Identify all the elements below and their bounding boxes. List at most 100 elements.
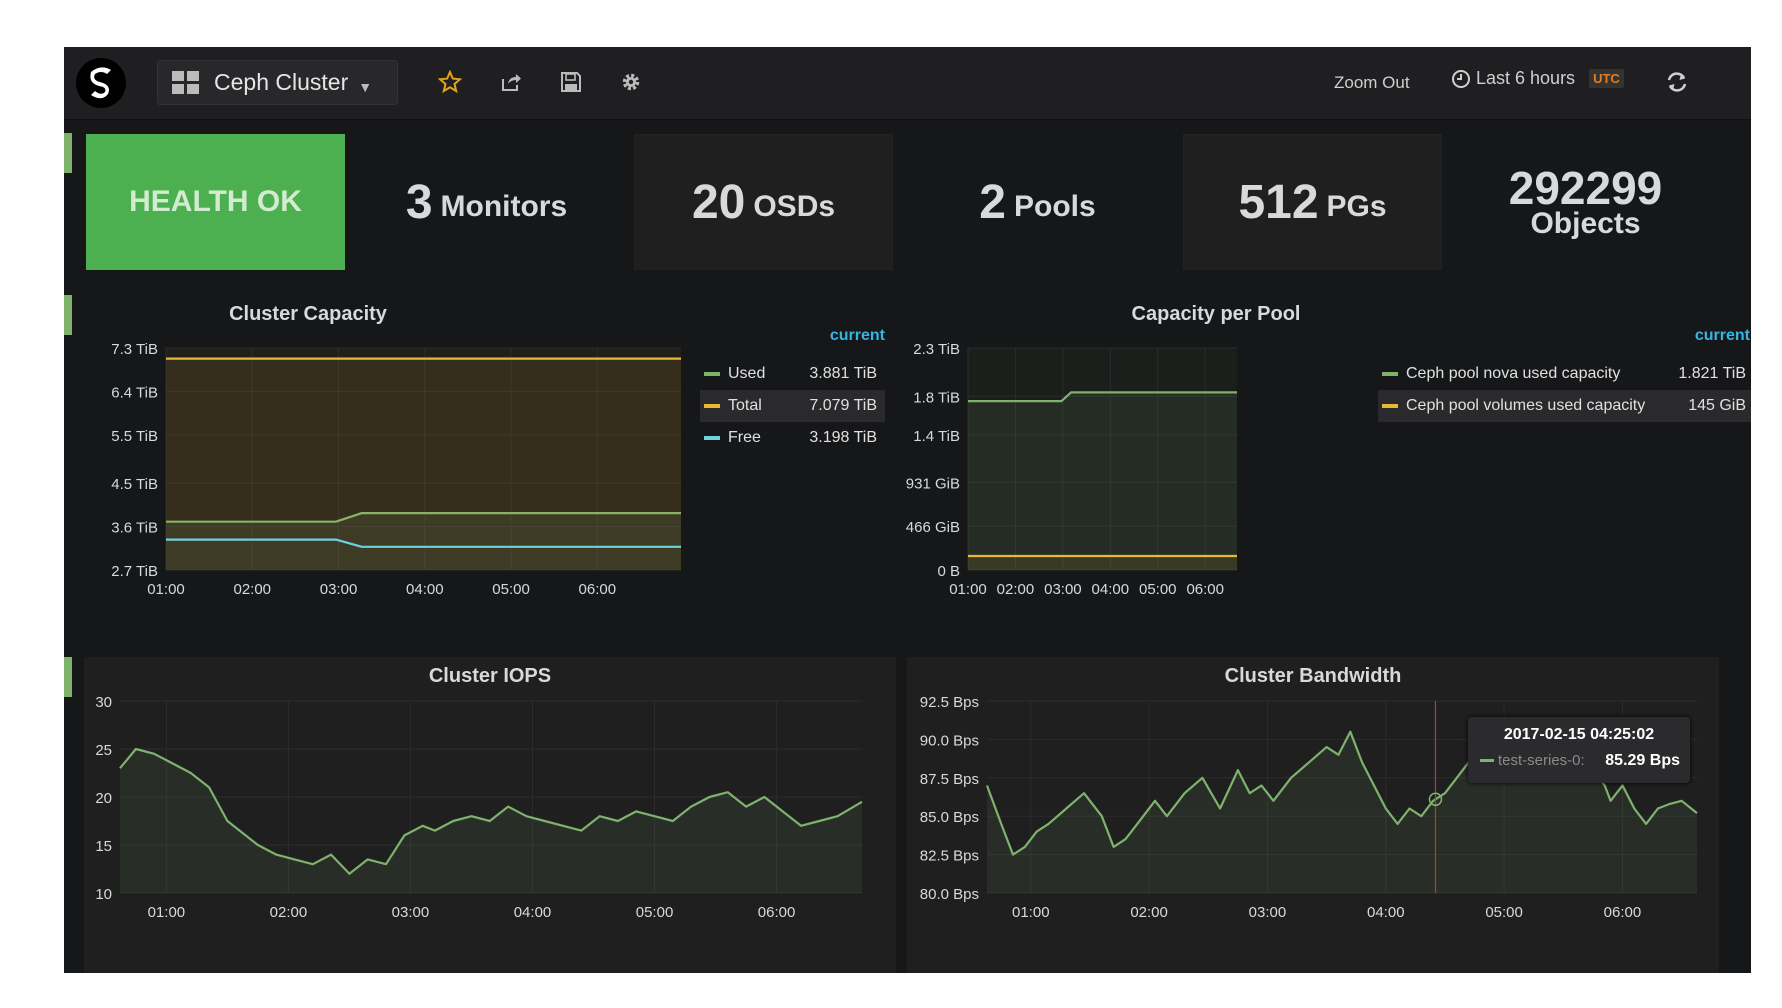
cluster-iops-chart[interactable]: 30 25 20 15 10 01:00 02:00 03:00 04:00 05:00 06:00: [84, 657, 896, 973]
plot-area: [968, 348, 1237, 570]
time-range-picker[interactable]: Last 6 hours UTC: [1451, 68, 1624, 89]
x-axis-tick-label: 02:00: [233, 581, 271, 598]
y-axis-tick-label: 82.5 Bps: [920, 848, 979, 865]
cluster-bandwidth-panel[interactable]: Cluster Bandwidth 92.5 Bps 90.0 Bps 87.5 B…: [907, 657, 1719, 973]
row-collapse-handle[interactable]: [64, 133, 72, 173]
x-axis-tick-label: 03:00: [1249, 904, 1287, 921]
graph-tooltip: 2017-02-15 04:25:02 test-series-0: 85.29…: [1468, 717, 1690, 783]
y-axis-tick-label: 85.0 Bps: [920, 809, 979, 826]
top-navbar: Ceph Cluster ▼ Zoom Out Last 6 hours UTC: [64, 47, 1751, 120]
cluster-bandwidth-chart[interactable]: 92.5 Bps 90.0 Bps 87.5 Bps 85.0 Bps 82.5 Bps…: [907, 657, 1719, 973]
legend-label: Used: [728, 365, 766, 382]
x-axis-tick-label: 01:00: [148, 904, 186, 921]
y-axis-tick-label: 15: [95, 838, 112, 855]
x-axis-tick-label: 05:00: [1485, 904, 1523, 921]
series-line: [166, 538, 681, 548]
pgs-stat-panel[interactable]: 512 PGs: [1183, 134, 1442, 270]
legend-color-swatch: [704, 404, 720, 408]
legend-color-swatch: [1382, 404, 1398, 408]
osds-count: 20: [691, 175, 746, 229]
legend-value: 3.198 TiB: [809, 429, 877, 446]
y-axis-tick-label: 30: [95, 694, 112, 711]
row-collapse-handle[interactable]: [64, 295, 72, 335]
x-axis-tick-label: 05:00: [636, 904, 674, 921]
y-axis-tick-label: 25: [95, 742, 112, 759]
y-axis-tick-label: 931 GiB: [906, 475, 960, 492]
series-area-fill: [968, 392, 1237, 570]
panel-title: Cluster IOPS: [428, 665, 552, 687]
capacity-per-pool-panel[interactable]: Capacity per Pool 2.3 TiB 1.8 TiB 1.4 TiB 9…: [904, 295, 1751, 673]
series-line: [968, 391, 1237, 403]
y-axis-tick-label: 6.4 TiB: [111, 384, 158, 401]
series-area-fill: [166, 513, 681, 570]
legend-item-nova[interactable]: Ceph pool nova used capacity 1.821 TiB: [1378, 358, 1751, 390]
legend-value: 1.821 TiB: [1678, 365, 1746, 382]
cluster-capacity-chart[interactable]: 7.3 TiB 6.4 TiB 5.5 TiB 4.5 TiB 3.6 TiB 2.7 T…: [86, 295, 706, 673]
legend-current-header: current: [829, 327, 885, 344]
x-axis-tick-label: 03:00: [320, 581, 358, 598]
osds-label: OSDs: [753, 190, 836, 223]
health-status-panel[interactable]: HEALTH OK: [86, 134, 345, 270]
y-axis-tick-label: 90.0 Bps: [920, 732, 979, 749]
legend-item-free[interactable]: Free 3.198 TiB: [700, 422, 885, 454]
cluster-capacity-panel[interactable]: Cluster Capacity 7.3 TiB 6.4 TiB 5.5 TiB 4.…: [86, 295, 926, 673]
y-axis-tick-label: 92.5 Bps: [920, 694, 979, 711]
cluster-iops-panel[interactable]: Cluster IOPS 30 25 20 15 10 01:00 02:00 03:00 04…: [84, 657, 896, 973]
pools-stat-panel[interactable]: 2 Pools: [908, 134, 1167, 270]
tooltip-value: 85.29 Bps: [1605, 752, 1680, 769]
share-icon[interactable]: [498, 69, 524, 95]
gear-icon[interactable]: [618, 69, 644, 95]
x-axis-tick-label: 01:00: [949, 581, 987, 598]
pools-count: 2: [979, 175, 1006, 229]
save-icon[interactable]: [558, 69, 584, 95]
health-status-value: HEALTH OK: [129, 185, 302, 218]
legend-label: Free: [728, 429, 761, 446]
tooltip-color-swatch: [1480, 759, 1494, 762]
legend-label: Ceph pool volumes used capacity: [1406, 397, 1646, 414]
osds-stat-panel[interactable]: 20 OSDs: [634, 134, 893, 270]
y-axis-tick-label: 4.5 TiB: [111, 476, 158, 493]
time-range-label: Last 6 hours: [1476, 68, 1576, 88]
legend-color-swatch: [704, 436, 720, 440]
panel-title: Cluster Capacity: [229, 303, 387, 325]
y-axis-tick-label: 2.7 TiB: [111, 563, 158, 580]
star-icon[interactable]: [437, 69, 463, 95]
pgs-label: PGs: [1326, 190, 1387, 223]
x-axis-tick-label: 05:00: [492, 581, 530, 598]
x-axis-tick-label: 01:00: [147, 581, 185, 598]
x-axis-tick-label: 06:00: [758, 904, 796, 921]
legend-value: 145 GiB: [1688, 397, 1746, 414]
y-axis-tick-label: 7.3 TiB: [111, 341, 158, 358]
zoom-out-button[interactable]: Zoom Out: [1334, 73, 1410, 92]
x-axis-tick-label: 06:00: [1186, 581, 1224, 598]
grafana-dashboard: Ceph Cluster ▼ Zoom Out Last 6 hours UTC: [64, 47, 1751, 973]
legend-item-total[interactable]: Total 7.079 TiB: [700, 390, 885, 422]
monitors-count: 3: [405, 175, 433, 229]
x-axis-tick-label: 04:00: [1092, 581, 1130, 598]
legend-label: Ceph pool nova used capacity: [1406, 365, 1621, 382]
x-axis-tick-label: 06:00: [579, 581, 617, 598]
monitors-stat-panel[interactable]: 3 Monitors: [357, 134, 616, 270]
capacity-per-pool-chart[interactable]: 2.3 TiB 1.8 TiB 1.4 TiB 931 GiB 466 GiB 0 B01…: [904, 295, 1354, 673]
y-axis-tick-label: 1.4 TiB: [913, 428, 960, 445]
tooltip-timestamp: 2017-02-15 04:25:02: [1503, 726, 1655, 743]
legend-value: 3.881 TiB: [809, 365, 877, 382]
y-axis-tick-label: 5.5 TiB: [111, 428, 158, 445]
grafana-logo-icon[interactable]: [74, 56, 128, 110]
panel-title: Cluster Bandwidth: [1224, 665, 1402, 687]
x-axis-tick-label: 02:00: [1130, 904, 1168, 921]
row-collapse-handle[interactable]: [64, 657, 72, 697]
objects-stat-panel[interactable]: 292299 Objects: [1456, 134, 1715, 270]
clock-icon: [1452, 69, 1470, 88]
refresh-icon[interactable]: [1664, 69, 1690, 95]
monitors-label: Monitors: [440, 190, 568, 223]
y-axis-tick-label: 2.3 TiB: [913, 341, 960, 358]
x-axis-tick-label: 05:00: [1139, 581, 1177, 598]
legend-item-used[interactable]: Used 3.881 TiB: [700, 358, 885, 390]
legend-item-volumes[interactable]: Ceph pool volumes used capacity 145 GiB: [1378, 390, 1751, 422]
tooltip-series: test-series-0:: [1480, 752, 1585, 769]
dashboard-title: Ceph Cluster: [214, 69, 349, 95]
y-axis-tick-label: 466 GiB: [906, 519, 960, 536]
dashboard-picker[interactable]: Ceph Cluster ▼: [157, 60, 398, 105]
hover-point: [1428, 792, 1443, 807]
